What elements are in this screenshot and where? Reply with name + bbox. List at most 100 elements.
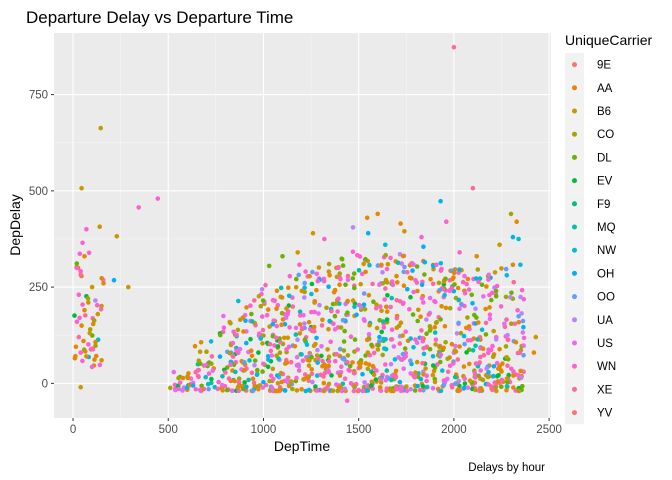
data-point: [304, 375, 310, 380]
data-point: [303, 269, 308, 274]
data-point: [445, 356, 450, 362]
data-point: [367, 262, 372, 268]
data-point: [279, 379, 285, 385]
data-point: [290, 304, 296, 309]
data-point: [185, 375, 191, 381]
data-point: [336, 265, 341, 271]
data-point: [337, 282, 342, 288]
data-point: [335, 388, 341, 394]
data-point: [297, 322, 303, 327]
data-point: [243, 318, 248, 324]
chart-caption: Delays by hour: [468, 462, 545, 474]
data-point: [493, 288, 499, 294]
data-point: [270, 297, 276, 303]
data-point: [206, 360, 212, 365]
data-point: [413, 337, 418, 342]
data-point: [361, 317, 367, 322]
data-point: [410, 312, 416, 317]
data-point: [374, 368, 379, 373]
data-point: [430, 386, 436, 391]
data-point: [228, 362, 233, 368]
data-point: [352, 337, 358, 342]
data-point: [419, 234, 424, 240]
data-point: [460, 279, 466, 285]
data-point: [521, 296, 527, 302]
data-point: [252, 358, 258, 363]
data-point: [457, 306, 462, 312]
data-point: [437, 344, 442, 350]
data-point: [504, 376, 510, 381]
data-point: [377, 282, 382, 288]
data-point: [486, 277, 491, 282]
data-point: [78, 272, 83, 278]
data-point: [457, 250, 462, 255]
data-point: [473, 306, 478, 312]
legend-key: [572, 386, 577, 392]
data-point: [464, 350, 469, 355]
data-point: [412, 388, 418, 393]
data-point: [521, 324, 526, 330]
data-point: [265, 307, 271, 312]
data-point: [453, 381, 458, 387]
data-point: [389, 377, 394, 383]
data-point: [499, 266, 504, 271]
data-point: [452, 282, 457, 287]
data-point: [494, 374, 500, 379]
data-point: [274, 353, 279, 359]
data-point: [479, 387, 485, 393]
data-point: [226, 376, 232, 381]
x-tick-label: 0: [70, 424, 76, 436]
data-point: [449, 341, 455, 347]
data-point: [378, 380, 384, 385]
data-point: [270, 321, 276, 327]
data-point: [424, 378, 429, 384]
data-point: [279, 310, 285, 316]
data-point: [324, 386, 330, 391]
data-point: [322, 236, 327, 242]
data-point: [312, 299, 318, 304]
data-point: [432, 330, 438, 335]
data-point: [428, 326, 433, 332]
data-point: [457, 267, 462, 272]
data-point: [86, 300, 91, 305]
data-point: [230, 340, 236, 346]
data-point: [355, 347, 361, 352]
data-point: [315, 360, 321, 365]
data-point: [504, 384, 510, 389]
data-point: [306, 363, 312, 368]
data-point: [521, 335, 527, 341]
data-point: [492, 270, 498, 275]
data-point: [314, 373, 320, 378]
data-point: [420, 360, 425, 366]
data-point: [365, 230, 371, 236]
data-point: [248, 348, 254, 354]
data-point: [486, 382, 491, 387]
data-point: [76, 292, 82, 298]
data-point: [383, 242, 388, 248]
data-point: [252, 298, 257, 303]
legend-label: 9E: [597, 60, 611, 72]
data-point: [288, 359, 294, 365]
data-point: [282, 335, 287, 341]
data-point: [326, 327, 331, 332]
data-point: [97, 362, 103, 368]
legend-label: AA: [597, 83, 613, 95]
data-point: [312, 309, 317, 315]
data-point: [391, 344, 397, 349]
data-point: [94, 302, 100, 308]
data-point: [483, 306, 488, 312]
data-point: [328, 339, 334, 345]
data-point: [210, 368, 215, 373]
data-point: [516, 388, 522, 394]
data-point: [498, 304, 504, 309]
data-point: [297, 313, 303, 318]
data-point: [520, 330, 526, 335]
legend-label: OO: [597, 292, 615, 304]
data-point: [279, 322, 284, 328]
x-tick-label: 500: [159, 424, 178, 436]
data-point: [327, 318, 332, 324]
data-point: [312, 329, 317, 334]
data-point: [490, 343, 495, 349]
data-point: [505, 380, 510, 385]
data-point: [509, 321, 514, 327]
